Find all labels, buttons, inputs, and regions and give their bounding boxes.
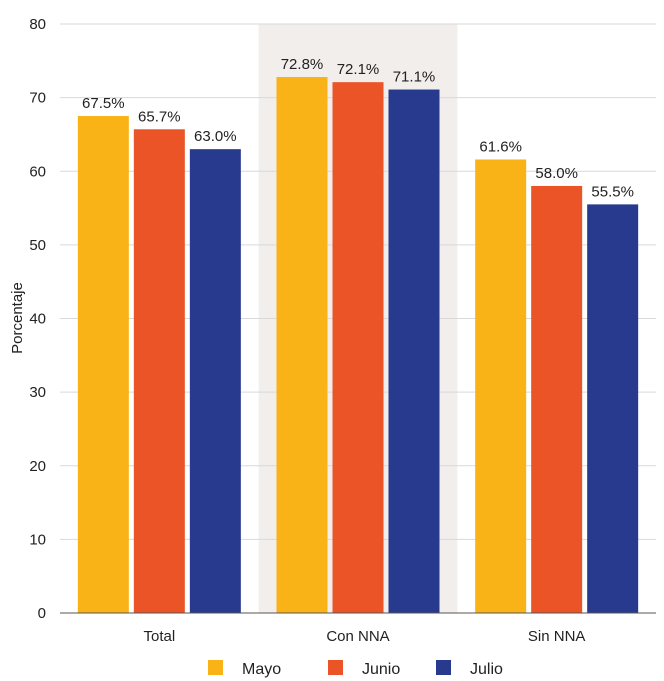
data-label: 58.0%: [535, 165, 578, 182]
y-tick-label: 0: [38, 605, 46, 622]
y-axis-title: Porcentaje: [9, 282, 26, 354]
x-tick-label: Total: [143, 628, 175, 645]
y-tick-label: 50: [29, 237, 46, 254]
legend-label: Junio: [362, 661, 400, 678]
legend-label: Mayo: [242, 661, 281, 678]
bar-julio-2: [587, 204, 639, 613]
x-tick-label: Con NNA: [326, 628, 389, 645]
data-labels: 67.5% 65.7% 63.0% 72.8% 72.1% 71.1% 61.6% 58.0%…: [82, 56, 634, 200]
legend-swatch-junio: [328, 660, 343, 675]
y-tick-label: 30: [29, 384, 46, 401]
y-tick-label: 10: [29, 531, 46, 548]
data-label: 67.5%: [82, 95, 125, 112]
legend-swatch-julio: [436, 660, 451, 675]
x-tick-label: Sin NNA: [528, 628, 586, 645]
bar-mayo-0: [77, 116, 129, 613]
data-label: 71.1%: [393, 69, 436, 86]
legend: Mayo Junio Julio: [208, 660, 503, 678]
y-tick-label: 70: [29, 90, 46, 107]
x-axis: Total Con NNA Sin NNA: [60, 612, 656, 645]
y-tick-label: 60: [29, 163, 46, 180]
data-label: 72.8%: [281, 56, 324, 73]
y-tick-label: 20: [29, 458, 46, 475]
legend-label: Julio: [470, 661, 503, 678]
bar-mayo-2: [475, 159, 527, 613]
data-label: 55.5%: [591, 183, 634, 200]
bar-julio-1: [388, 89, 440, 614]
bar-mayo-1: [276, 77, 328, 613]
legend-swatch-mayo: [208, 660, 223, 675]
bar-junio-2: [531, 185, 583, 613]
y-axis: 0 10 20 30 40 50 60 70 80: [29, 16, 46, 622]
data-label: 61.6%: [479, 138, 522, 155]
bar-junio-0: [133, 129, 185, 613]
y-tick-label: 80: [29, 16, 46, 33]
bars: [77, 77, 639, 614]
y-tick-label: 40: [29, 311, 46, 328]
data-label: 72.1%: [337, 61, 380, 78]
data-label: 65.7%: [138, 108, 181, 125]
bar-junio-1: [332, 82, 384, 613]
data-label: 63.0%: [194, 128, 237, 145]
bar-julio-0: [189, 149, 241, 613]
